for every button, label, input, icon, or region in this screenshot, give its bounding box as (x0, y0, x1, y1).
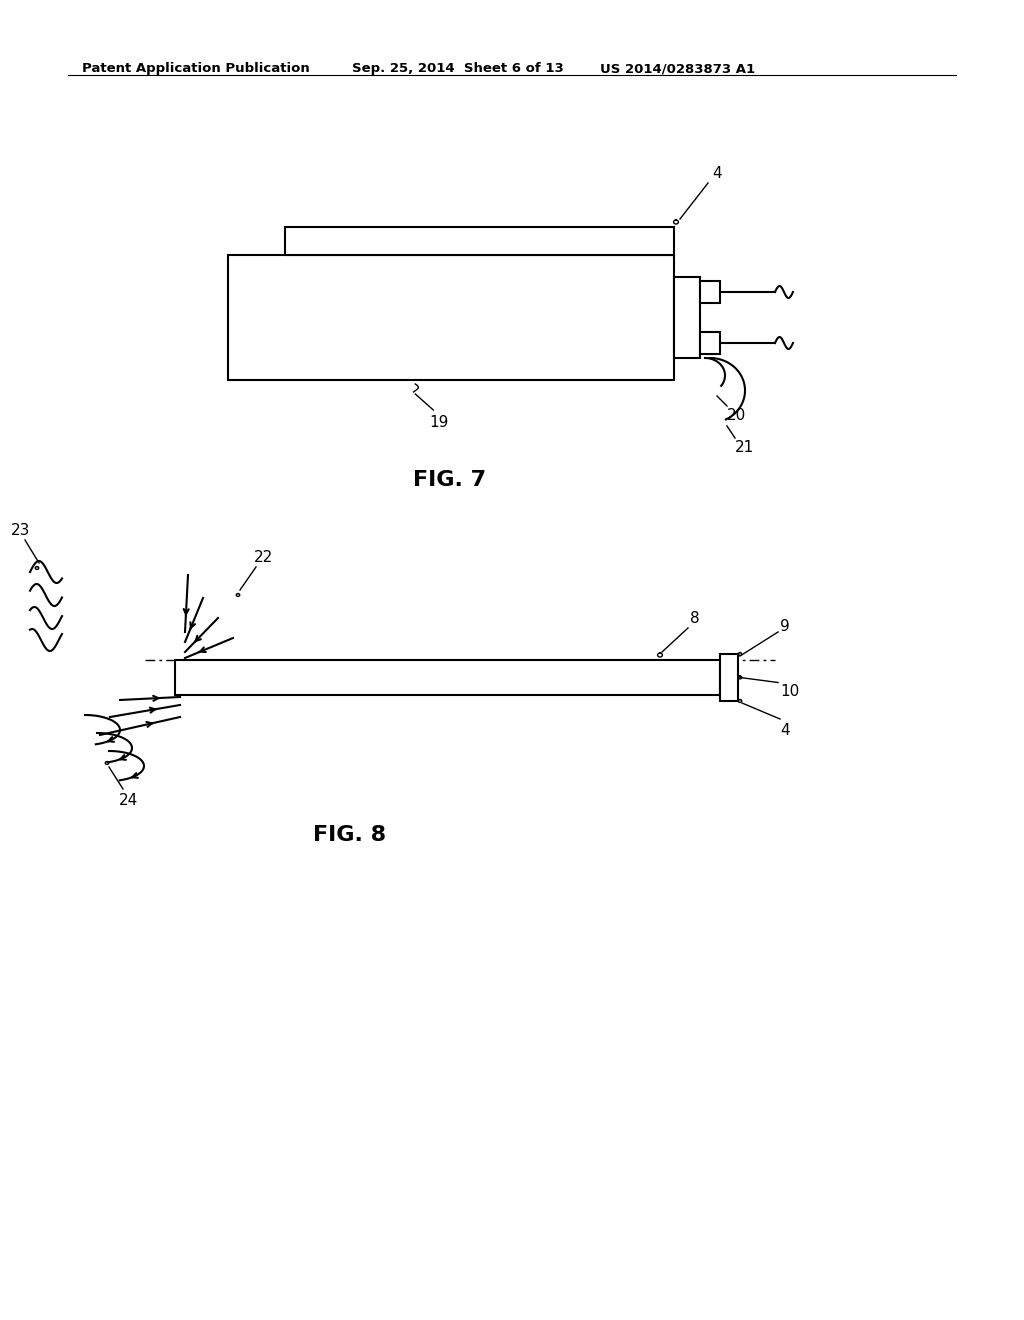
Text: FIG. 7: FIG. 7 (414, 470, 486, 490)
Text: Sep. 25, 2014  Sheet 6 of 13: Sep. 25, 2014 Sheet 6 of 13 (352, 62, 564, 75)
Bar (228, 255, 674, 380)
Text: US 2014/0283873 A1: US 2014/0283873 A1 (600, 62, 755, 75)
Bar (175, 660, 720, 696)
Text: FIG. 8: FIG. 8 (313, 825, 387, 845)
Text: 4: 4 (780, 723, 790, 738)
Text: 8: 8 (690, 611, 699, 626)
Text: 22: 22 (254, 550, 273, 565)
Text: 23: 23 (11, 523, 31, 539)
Text: 21: 21 (735, 440, 755, 455)
Bar (720, 653, 738, 701)
Text: 9: 9 (780, 619, 790, 634)
Text: 20: 20 (727, 408, 746, 422)
Text: 10: 10 (780, 685, 800, 700)
Bar (700, 333, 720, 354)
Bar (674, 277, 700, 358)
Text: 24: 24 (119, 793, 138, 808)
Text: 19: 19 (429, 414, 449, 430)
Bar (700, 281, 720, 304)
Bar (285, 227, 674, 255)
Text: Patent Application Publication: Patent Application Publication (82, 62, 309, 75)
Text: 4: 4 (712, 166, 722, 181)
